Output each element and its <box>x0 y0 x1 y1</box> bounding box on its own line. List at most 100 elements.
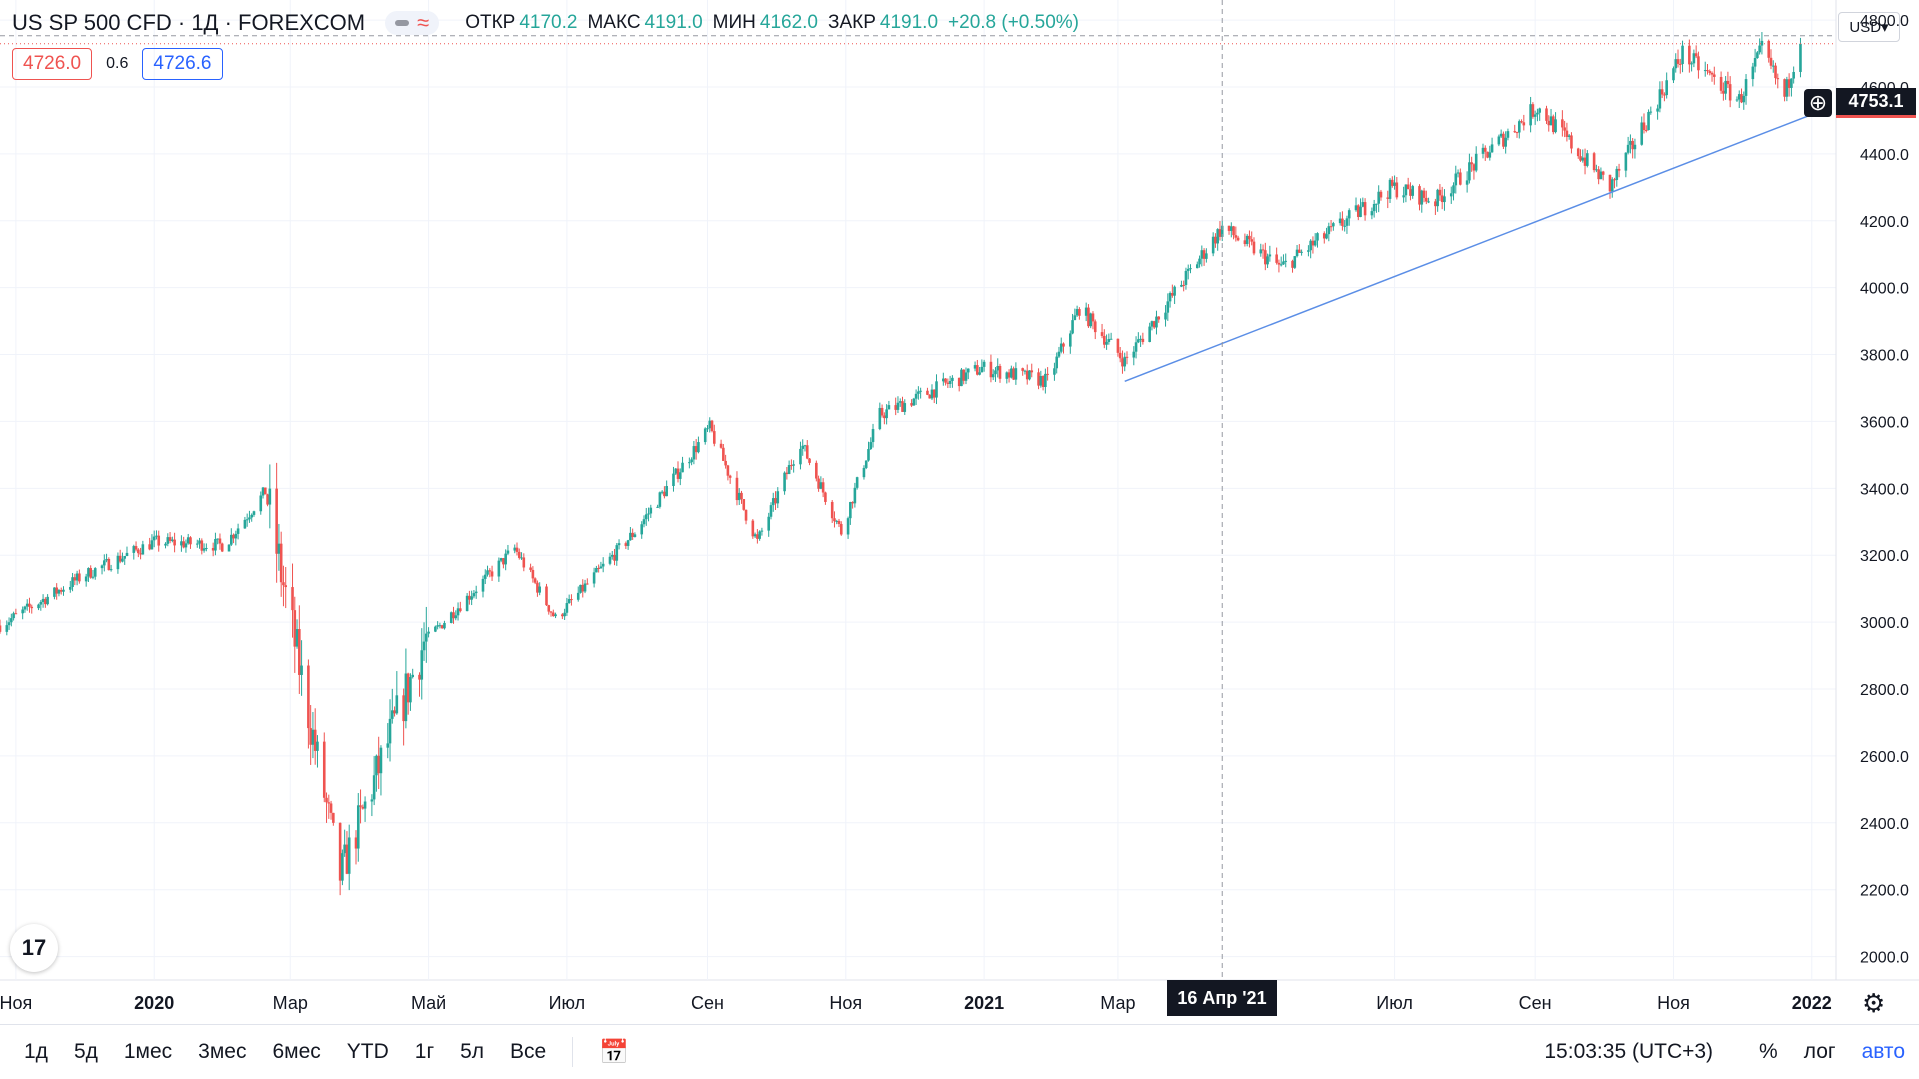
symbol-title[interactable]: US SP 500 CFD · 1Д · FOREXCOM <box>12 10 366 35</box>
candle-body <box>1232 226 1235 236</box>
candle-body <box>434 626 437 632</box>
candle-body <box>819 482 823 489</box>
candle-body <box>1595 169 1598 171</box>
tf-1d-button[interactable]: 1д <box>24 1040 48 1063</box>
candle-body <box>1327 226 1331 235</box>
candle-body <box>538 586 541 593</box>
candle-body <box>944 378 947 383</box>
candle-body <box>1132 351 1136 358</box>
candle-body <box>1474 153 1478 171</box>
candle-body <box>586 583 589 585</box>
currency-selector[interactable]: USD▾ <box>1838 12 1900 42</box>
tradingview-logo-icon[interactable]: 17 <box>10 924 58 972</box>
candle-body <box>1434 201 1437 207</box>
candle-body <box>1624 152 1628 171</box>
candle-body <box>1137 339 1140 343</box>
tf-5y-button[interactable]: 5л <box>460 1040 485 1063</box>
candle-body <box>266 494 269 505</box>
tf-1m-button[interactable]: 1мес <box>123 1040 173 1063</box>
candle-body <box>1676 59 1680 64</box>
candle-body <box>536 582 539 593</box>
candle-body <box>279 543 283 583</box>
candle-body <box>427 631 430 634</box>
buy-button[interactable]: 4726.6 <box>142 48 223 80</box>
candle-body <box>1608 174 1612 192</box>
calendar-icon[interactable]: 📅 <box>599 1038 630 1066</box>
candle-body <box>1116 338 1120 353</box>
candle-body <box>59 590 63 592</box>
candle-body <box>1583 157 1587 166</box>
bid-ask: 4726.0 0.6 4726.6 <box>12 48 223 80</box>
tf-5d-button[interactable]: 5д <box>73 1040 98 1063</box>
symbol-legend: US SP 500 CFD · 1Д · FOREXCOM ≈ ОТКР 4170… <box>12 10 1085 36</box>
candle-body <box>205 547 208 549</box>
price-axis[interactable]: 2000.0 2200.0 2400.0 2600.0 2800.0 3000.0 3200… <box>1860 13 1909 967</box>
candle-body <box>55 587 58 594</box>
candle-body <box>1425 197 1428 202</box>
candle-body <box>232 534 235 539</box>
candle-body <box>1234 235 1238 238</box>
tf-3m-button[interactable]: 3мес <box>198 1040 247 1063</box>
candle-body <box>282 582 285 586</box>
candle-body <box>21 609 24 614</box>
candle-body <box>44 598 47 605</box>
time-axis[interactable]: Ноя 2020 Мар Май Июл Сен Ноя 2021 Мар Июл Сен Ноя 20… <box>0 993 1832 1013</box>
tf-all-button[interactable]: Все <box>510 1040 547 1063</box>
candle-body <box>1427 201 1430 203</box>
candle-body <box>214 539 217 551</box>
add-alert-plus-icon[interactable]: ⊕ <box>1804 89 1832 117</box>
candle-body <box>697 442 700 453</box>
candle-body <box>1567 135 1571 137</box>
candle-body <box>640 524 644 535</box>
candle-body <box>962 369 966 381</box>
tf-ytd-button[interactable]: YTD <box>346 1040 389 1063</box>
candle-body <box>73 577 77 581</box>
candle-body <box>1044 373 1047 387</box>
gear-icon[interactable]: ⚙ <box>1862 988 1886 1018</box>
percent-toggle[interactable]: % <box>1759 1040 1778 1063</box>
candle-body <box>926 390 929 395</box>
candle-body <box>141 544 145 555</box>
candle-body <box>1456 172 1460 174</box>
candle-body <box>1601 171 1605 175</box>
price-tick-label: 4000.0 <box>1860 281 1909 298</box>
candle-body <box>39 601 43 605</box>
candle-body <box>411 674 415 678</box>
candle-body <box>1561 119 1564 128</box>
candle-body <box>964 372 968 381</box>
candle-body <box>1769 57 1773 66</box>
candle-body <box>1581 157 1585 161</box>
tf-6m-button[interactable]: 6мес <box>272 1040 321 1063</box>
candle-body <box>601 563 605 567</box>
candle-body <box>1502 133 1505 147</box>
candle-body <box>277 543 281 554</box>
candle-body <box>1227 225 1231 231</box>
candle-body <box>1198 258 1201 265</box>
candle-body <box>1010 368 1013 378</box>
candle-body <box>409 677 412 703</box>
candle-body <box>1393 182 1396 186</box>
legend-toggle[interactable]: ≈ <box>385 11 440 35</box>
candle-body <box>719 443 723 448</box>
tf-1y-button[interactable]: 1г <box>414 1040 435 1063</box>
candle-body <box>1703 70 1707 72</box>
candle-body <box>295 629 299 647</box>
candle-body <box>808 458 811 463</box>
candle-body <box>1205 253 1208 259</box>
time-tick-label: Ноя <box>829 993 862 1013</box>
candle-body <box>1023 370 1027 372</box>
auto-toggle[interactable]: авто <box>1861 1040 1905 1063</box>
ohlc-values: ОТКР 4170.2 МАКС 4191.0 МИН 4162.0 ЗАКР 4191… <box>465 12 1085 34</box>
candle-body <box>631 532 634 538</box>
candle-body <box>1313 240 1317 246</box>
log-toggle[interactable]: лог <box>1803 1040 1836 1063</box>
clock[interactable]: 15:03:35 (UTC+3) <box>1544 1040 1714 1063</box>
candle-body <box>12 613 15 619</box>
candle-body <box>139 553 142 555</box>
candle-body <box>1597 169 1600 180</box>
candle-body <box>1243 240 1247 245</box>
price-tick-label: 3600.0 <box>1860 414 1909 431</box>
sell-button[interactable]: 4726.0 <box>12 48 93 80</box>
candle-body <box>1459 172 1462 185</box>
